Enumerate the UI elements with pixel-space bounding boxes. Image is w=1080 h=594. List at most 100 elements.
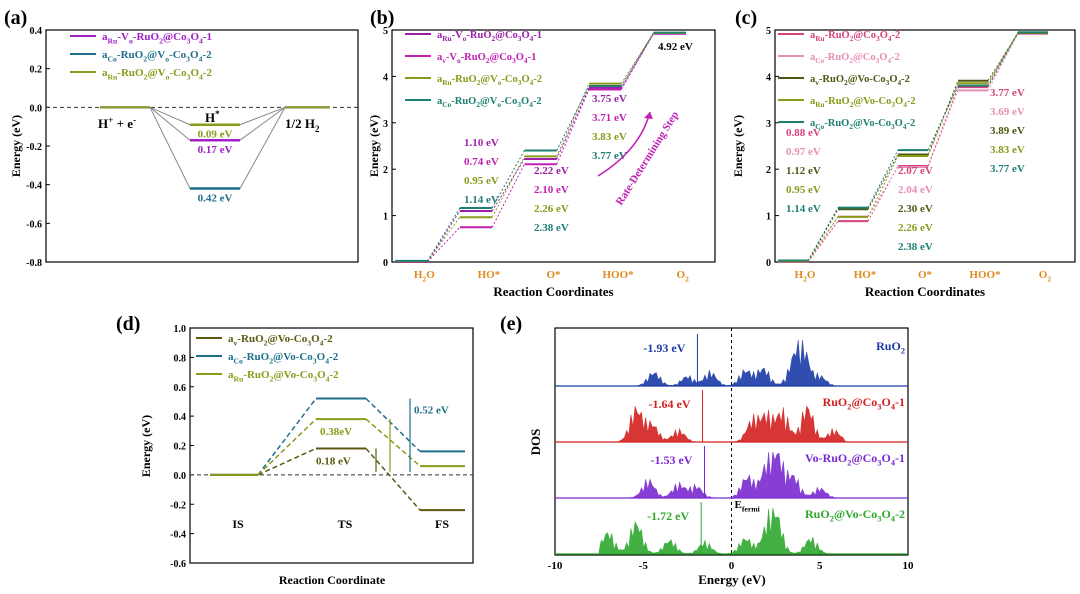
step-connector [867,154,899,210]
fermi-label: Efermi [735,499,761,513]
plot-frame [774,29,1076,263]
step-energy-label: 1.10 eV [464,137,499,149]
step-connector [987,33,1019,88]
x-tick-label: 5 [817,560,823,572]
step-connector [620,33,655,90]
step-connector [556,85,590,151]
connector [257,447,317,476]
y-axis-title-a: Energy (eV) [9,115,23,177]
step-connector [556,87,590,160]
energy-value-label: 0.17 eV [198,144,233,156]
state-label: FS [435,517,449,531]
y-axis-title-d: Energy (eV) [139,415,153,477]
category-label: H2O [795,269,816,283]
connector [365,397,421,452]
legend-entry: aRu-Vo-RuO2@Co3O4-1 [437,30,542,43]
connector [257,398,317,476]
y-tick-label: 0.4 [174,412,187,423]
d-band-center-label: -1.93 eV [643,341,685,355]
step-energy-label: 2.38 eV [534,222,569,234]
step-connector [927,90,959,168]
y-tick-label: -0.6 [170,559,186,570]
state-label-right: 1/2 H2 [285,116,320,134]
y-tick-label: -0.4 [26,181,42,192]
dos-series-label: RuO2@Vo-Co3O4-2 [805,507,905,524]
top-energy-label: 4.92 eV [658,41,693,53]
step-energy-label: 3.75 eV [592,93,627,105]
y-tick-label: -0.8 [26,258,42,269]
step-connector [987,33,1019,91]
connector [257,418,317,476]
step-connector [867,149,899,208]
category-label: HO* [478,269,501,281]
y-tick-label: 2 [766,165,771,176]
step-energy-label: 1.14 eV [464,194,499,206]
legend-entry: aCo-RuO2@Co3O4-2 [810,52,900,65]
step-energy-label: 2.22 eV [534,165,569,177]
dos-area [599,339,847,387]
step-energy-label: 3.77 eV [990,163,1025,175]
panel-label: (b) [370,7,394,29]
y-tick-label: 0.8 [174,353,187,364]
y-tick-label: 2 [383,165,388,176]
dos-area [599,451,847,499]
panel-b: (b) 0 1 2 3 4 5 Energy (eV) Reaction Coordinates… [367,7,716,299]
y-tick-label: -0.4 [170,530,186,541]
step-connector [807,220,839,263]
y-tick-label: 1 [383,212,388,223]
legend-entry: aRu-RuO2@Vo-Co3O4-2 [437,74,542,87]
step-energy-label: 2.30 eV [898,203,933,215]
step-connector [927,85,959,151]
panel-label-a: (a) [4,7,27,29]
y-tick-label: 0.2 [30,65,43,76]
panel-label-d: (d) [116,313,140,335]
step-connector [987,32,1019,84]
legend-entry: aCo-RuO2@Vo-Co3O4-2 [102,49,212,63]
step-connector [427,216,461,262]
panel-d: (d) 1.0 0.8 0.6 0.4 0.2 0.0 -0.2 -0.4 -0.6 Energy … [116,313,474,587]
step-connector [867,166,899,217]
dos-series-label: RuO2 [876,339,905,356]
y-tick-label: 0.2 [174,442,187,453]
plot-frame [391,29,716,263]
y-tick-label: 0.0 [30,103,43,114]
step-energy-label: 1.12 eV [786,165,821,177]
category-label: O* [918,269,933,281]
dos-series-label: Vo-RuO2@Co3O4-1 [805,451,905,468]
panel-a: (a)0.4 0.2 0.0 -0.2 -0.4 -0.6 -0.8 Energy (eV) 0… [4,7,359,269]
x-tick-label: -5 [639,560,649,572]
y-axis-title: Energy (eV) [731,115,745,177]
barrier-label: 0.38eV [320,426,352,438]
step-energy-label: 2.26 eV [898,222,933,234]
step-connector [491,150,525,209]
y-tick-label: 5 [766,26,771,37]
category-label: H2O [414,269,435,283]
dos-series-label: RuO2@Co3O4-1 [823,395,905,412]
step-energy-label: 3.89 eV [990,125,1025,137]
x-axis-title: Reaction Coordinates [865,284,985,299]
category-label: HO* [854,269,877,281]
step-connector [927,86,959,167]
step-connector [807,216,839,262]
y-tick-label: 3 [383,119,388,130]
y-tick-label: 1.0 [174,324,187,335]
panel-e: (e) -10 -5 0 5 10 Energy (eV) DOS -1.93 eV RuO2 -1… [500,313,914,587]
y-tick-label: 4 [383,72,388,83]
category-label: HOO* [603,269,635,281]
dos-area [599,405,847,443]
y-tick-label: -0.2 [26,142,42,153]
category-label: O2 [676,269,689,283]
connector [365,447,421,511]
x-axis-title: Reaction Coordinates [493,284,613,299]
step-connector [427,226,461,262]
legend-entry: av-Vo-RuO2@Co3O4-1 [437,52,536,65]
y-tick-label: -0.6 [26,219,42,230]
y-tick-label: 5 [383,26,388,37]
step-energy-label: 0.95 eV [464,175,499,187]
x-axis-title-d: Reaction Coordinate [279,573,386,587]
step-energy-label: 1.14 eV [786,203,821,215]
y-tick-label: 0.0 [174,471,187,482]
y-tick-label: 3 [766,119,771,130]
legend-entry: aRu-Vo-RuO2@Co3O4-1 [102,31,212,45]
